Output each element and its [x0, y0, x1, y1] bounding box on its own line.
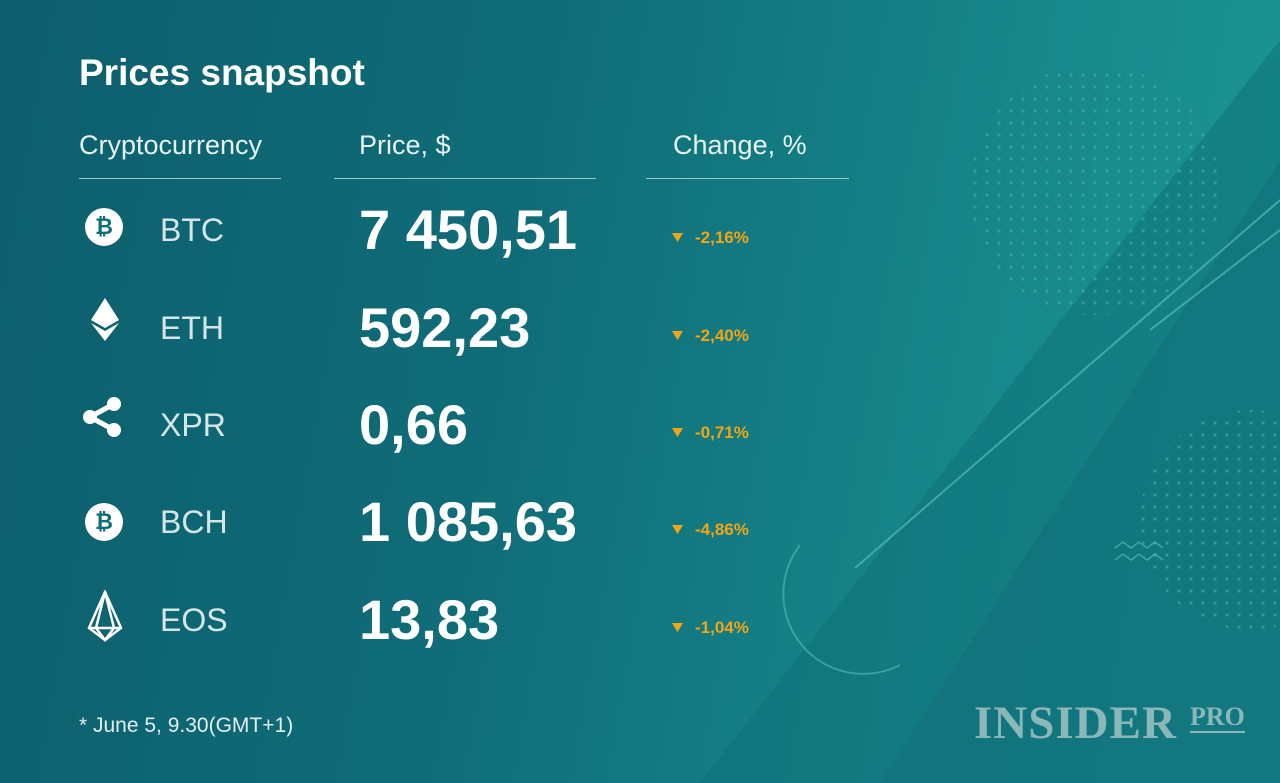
column-header: Cryptocurrency	[79, 130, 263, 160]
logo: INSIDER	[974, 697, 1177, 749]
down-arrow	[672, 331, 683, 340]
down-arrow	[672, 525, 683, 534]
change: -2,40%	[695, 326, 749, 345]
eos-icon	[87, 590, 123, 642]
change: -0,71%	[695, 423, 749, 442]
header-underline	[334, 178, 596, 179]
svg-text:₿: ₿	[95, 509, 113, 534]
change: -2,16%	[695, 228, 749, 247]
logo-suffix: PRO	[1190, 702, 1245, 733]
down-arrow	[672, 623, 683, 632]
change: -1,04%	[695, 618, 749, 637]
bch-icon: ₿	[85, 503, 123, 541]
price: 0,66	[359, 393, 468, 456]
header-underline	[79, 178, 281, 179]
price: 1 085,63	[359, 490, 577, 553]
price: 13,83	[359, 588, 500, 651]
symbol: BTC	[160, 212, 224, 248]
symbol: BCH	[160, 504, 228, 540]
footnote: * June 5, 9.30(GMT+1)	[79, 714, 294, 737]
symbol: XPR	[160, 407, 226, 443]
column-header: Change, %	[673, 130, 807, 160]
down-arrow	[672, 233, 683, 242]
btc-icon: ₿	[85, 208, 123, 246]
price: 592,23	[359, 296, 531, 359]
title: Prices snapshot	[79, 52, 365, 93]
change: -4,86%	[695, 520, 749, 539]
svg-text:₿: ₿	[95, 214, 113, 239]
symbol: ETH	[160, 310, 224, 346]
down-arrow	[672, 428, 683, 437]
xrp-icon	[83, 397, 121, 437]
symbol: EOS	[160, 602, 228, 638]
price: 7 450,51	[359, 198, 577, 261]
column-header: Price, $	[359, 130, 451, 160]
eth-icon	[91, 298, 119, 341]
header-underline	[646, 178, 849, 179]
